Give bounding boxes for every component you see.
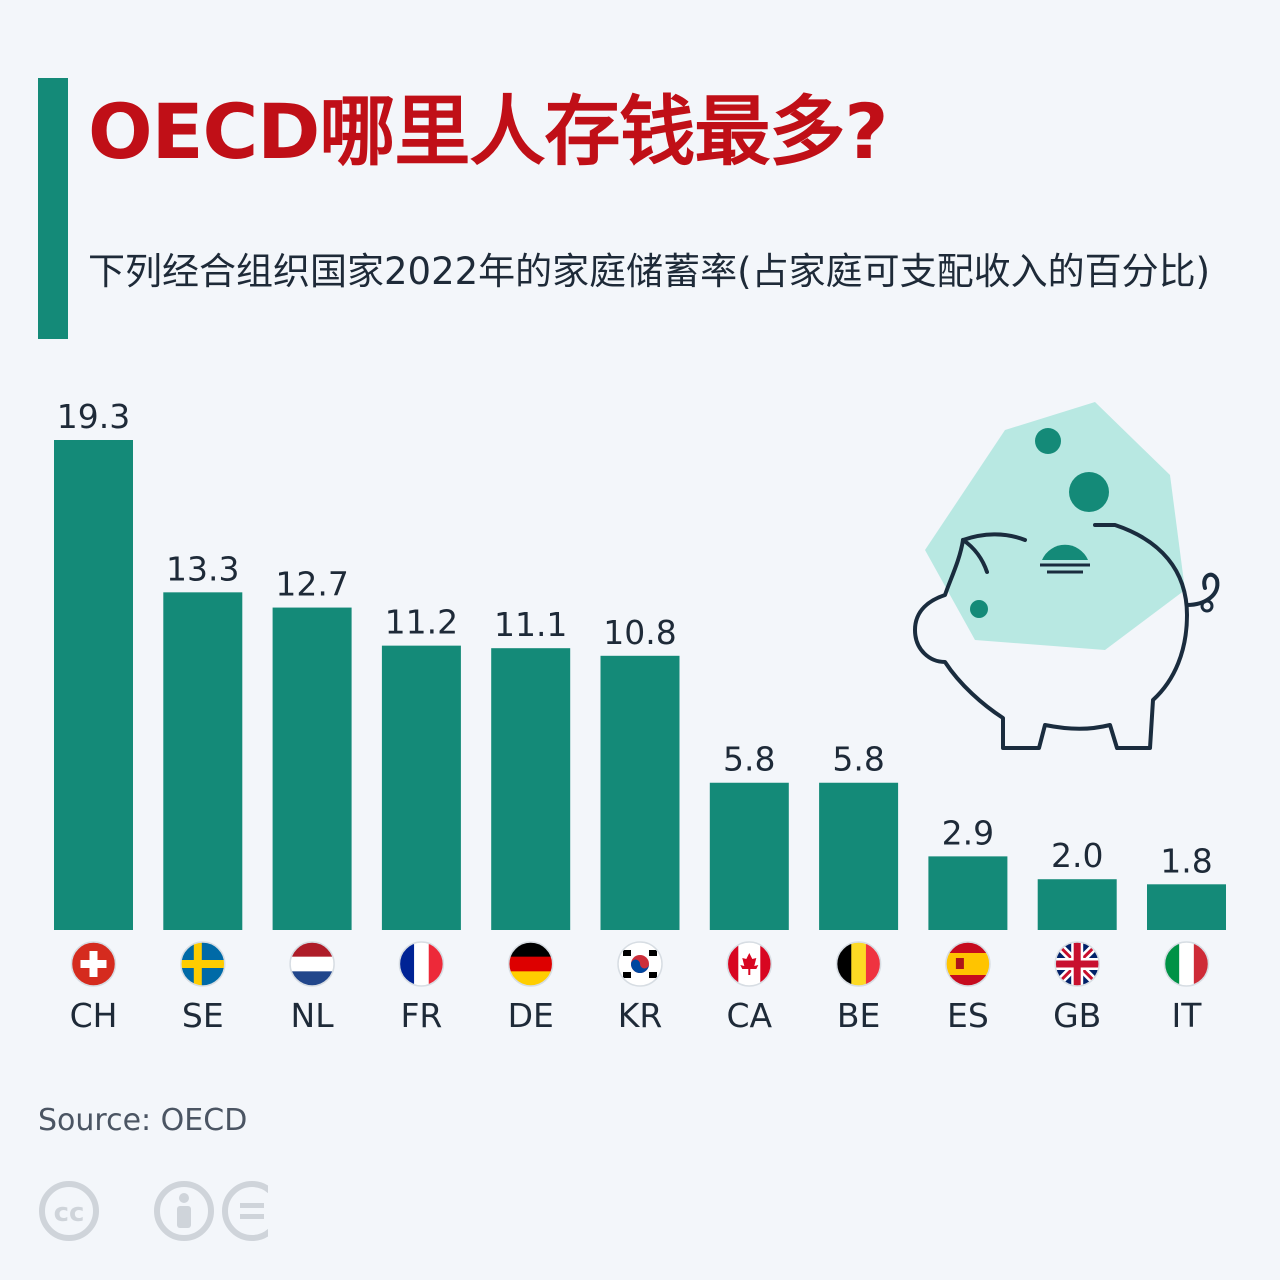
bar-es: [928, 856, 1008, 930]
value-label-es: 2.9: [942, 813, 994, 852]
flag-switzerland-icon: [70, 941, 117, 987]
license-badges: cc: [39, 1181, 268, 1241]
value-label-nl: 12.7: [275, 565, 348, 604]
category-label-kr: KR: [618, 996, 663, 1035]
value-label-se: 13.3: [166, 549, 239, 588]
value-label-kr: 10.8: [603, 613, 676, 652]
bar-fr: [381, 645, 461, 930]
flag-belgium-icon: [835, 941, 882, 987]
bar-it: [1147, 884, 1226, 930]
flag-spain-icon: [945, 941, 991, 987]
flag-south-korea-icon: [617, 941, 663, 987]
chart-subtitle: 下列经合组织国家2022年的家庭储蓄率(占家庭可支配收入的百分比): [88, 250, 1211, 293]
bar-be: [819, 782, 899, 930]
bar-chart: 19.3 CH 13.3 SE 12.7 NL 11.2 FR 11.1 DE 10.8 KR 5.8 C…: [54, 397, 1226, 1035]
value-label-gb: 2.0: [1051, 836, 1103, 875]
flag-canada-icon: [726, 941, 773, 987]
bar-kr: [600, 655, 680, 930]
category-label-ca: CA: [726, 996, 772, 1035]
category-label-fr: FR: [400, 996, 442, 1035]
flag-sweden-icon: [180, 941, 226, 987]
value-label-fr: 11.2: [385, 603, 458, 642]
nd-icon: [222, 1181, 268, 1241]
bar-ch: [54, 440, 133, 930]
category-label-es: ES: [947, 996, 989, 1035]
cc-icon: cc: [39, 1181, 99, 1241]
source-note: Source: OECD: [38, 1103, 248, 1138]
value-label-be: 5.8: [832, 740, 884, 779]
category-label-it: IT: [1172, 996, 1203, 1035]
bar-se: [163, 592, 243, 930]
bar-gb: [1037, 879, 1117, 930]
category-label-se: SE: [182, 996, 224, 1035]
value-label-de: 11.1: [494, 605, 567, 644]
value-label-ca: 5.8: [723, 740, 775, 779]
category-label-de: DE: [508, 996, 554, 1035]
category-label-nl: NL: [291, 996, 335, 1035]
piggy-bank-icon: [913, 402, 1220, 750]
flag-france-icon: [398, 941, 445, 987]
flag-uk-icon: [1054, 941, 1100, 987]
bar-de: [491, 648, 571, 930]
category-label-ch: CH: [70, 996, 118, 1035]
page-title: OECD哪里人存钱最多?: [88, 87, 888, 176]
bar-ca: [709, 782, 789, 930]
by-icon: [154, 1181, 214, 1241]
flag-netherlands-icon: [289, 941, 335, 987]
category-label-gb: GB: [1053, 996, 1101, 1035]
flag-italy-icon: [1163, 941, 1210, 987]
svg-text:cc: cc: [54, 1198, 85, 1228]
value-label-ch: 19.3: [57, 397, 130, 436]
value-label-it: 1.8: [1160, 841, 1212, 880]
accent-bar: [38, 78, 68, 339]
category-label-be: BE: [837, 996, 881, 1035]
bar-nl: [272, 607, 352, 930]
flag-germany-icon: [507, 941, 554, 987]
